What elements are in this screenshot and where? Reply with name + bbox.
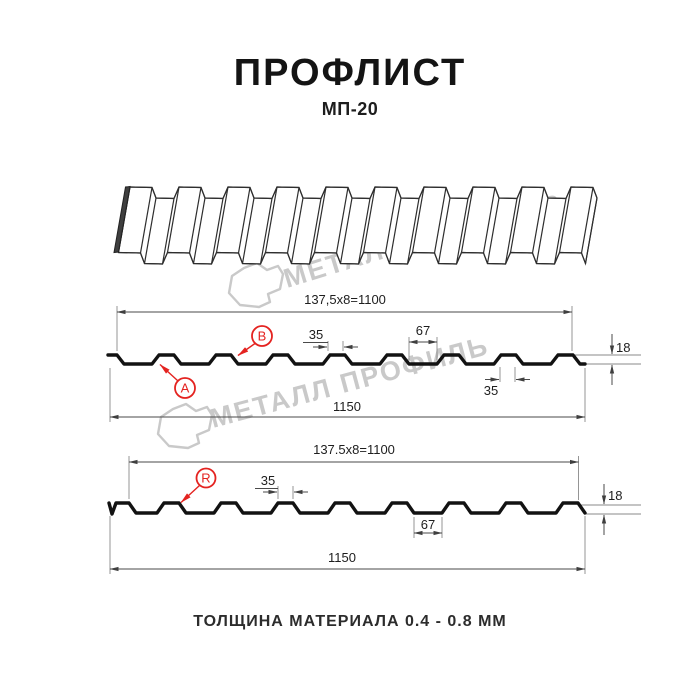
dim-height-2: 18 xyxy=(608,488,622,503)
watermark-logo-icon xyxy=(156,402,214,450)
profile-1-section: 137,5x8=1100 35 67 18 35 1150 A B xyxy=(106,292,641,422)
dim-total-width-1: 1150 xyxy=(333,399,361,414)
dim-width-formula-1: 137,5x8=1100 xyxy=(304,292,386,307)
label-b: B xyxy=(258,329,267,344)
watermark-logo-icon xyxy=(227,261,285,309)
dim-total-width-2: 1150 xyxy=(328,550,356,565)
dim-height-1: 18 xyxy=(616,340,630,355)
page-subtitle: МП-20 xyxy=(321,99,379,119)
profile-2-section: 137.5x8=1100 35 18 67 1150 R xyxy=(107,442,641,574)
footer-text: ТОЛЩИНА МАТЕРИАЛА 0.4 - 0.8 ММ xyxy=(193,613,507,630)
profile-1-outline xyxy=(106,353,587,366)
dim-width-formula-2: 137.5x8=1100 xyxy=(313,442,395,457)
dim-rib-bottom-1: 35 xyxy=(484,383,498,398)
dim-rib-top-2: 35 xyxy=(261,473,275,488)
profile-2-outline xyxy=(107,501,587,516)
profile-3d-sheet xyxy=(113,185,598,266)
watermark-lower: МЕТАЛЛ ПРОФИЛЬ xyxy=(156,330,492,450)
watermark-text: МЕТАЛЛ ПРОФИЛЬ xyxy=(207,330,492,433)
dim-flange-2: 67 xyxy=(421,517,435,532)
dim-flange-1: 67 xyxy=(416,323,430,338)
label-a: A xyxy=(181,381,190,396)
page-title: ПРОФЛИСТ xyxy=(233,52,467,94)
label-r: R xyxy=(201,471,210,486)
dim-rib-top-1: 35 xyxy=(309,327,323,342)
